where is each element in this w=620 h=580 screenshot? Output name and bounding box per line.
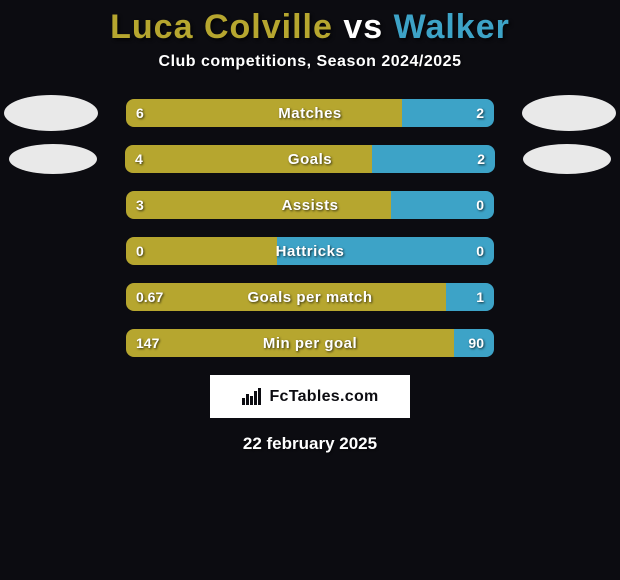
page-title: Luca Colville vs Walker xyxy=(10,0,610,53)
stat-row: Goals42 xyxy=(10,145,610,173)
stat-bar: Goals per match0.671 xyxy=(126,283,494,311)
stat-bar-left xyxy=(126,283,446,311)
avatar-player2 xyxy=(522,95,616,131)
stat-bar: Goals42 xyxy=(125,145,495,173)
avatar-player1 xyxy=(4,95,98,131)
stat-bar-right xyxy=(391,191,494,219)
comparison-infographic: Luca Colville vs Walker Club competition… xyxy=(0,0,620,580)
stat-bar-right xyxy=(454,329,494,357)
stat-bar: Matches62 xyxy=(126,99,494,127)
stat-bar-left xyxy=(126,191,391,219)
stat-bar-left xyxy=(126,329,454,357)
stat-bar-right xyxy=(372,145,495,173)
footer-date: 22 february 2025 xyxy=(10,434,610,454)
avatar-player2 xyxy=(523,144,611,174)
stats-list: Matches62 Goals42 Assists30 Hattricks00 Goal… xyxy=(10,99,610,357)
brand-text: FcTables.com xyxy=(269,388,378,406)
stat-bar-right xyxy=(446,283,494,311)
title-player2: Walker xyxy=(394,8,510,46)
stat-bar: Hattricks00 xyxy=(126,237,494,265)
stat-row: Hattricks00 xyxy=(10,237,610,265)
stat-bar: Min per goal14790 xyxy=(126,329,494,357)
stat-bar-right xyxy=(277,237,494,265)
stat-bar-right xyxy=(402,99,494,127)
brand-badge: FcTables.com xyxy=(210,375,410,418)
stat-bar-left xyxy=(126,237,277,265)
stat-row: Min per goal14790 xyxy=(10,329,610,357)
stat-bar: Assists30 xyxy=(126,191,494,219)
stat-bar-left xyxy=(125,145,372,173)
bar-chart-icon xyxy=(241,388,263,406)
avatar-player1 xyxy=(9,144,97,174)
title-player1: Luca Colville xyxy=(110,8,333,46)
title-vs: vs xyxy=(343,8,383,46)
stat-bar-left xyxy=(126,99,402,127)
subtitle: Club competitions, Season 2024/2025 xyxy=(10,53,610,71)
stat-row: Assists30 xyxy=(10,191,610,219)
stat-row: Matches62 xyxy=(10,99,610,127)
stat-row: Goals per match0.671 xyxy=(10,283,610,311)
